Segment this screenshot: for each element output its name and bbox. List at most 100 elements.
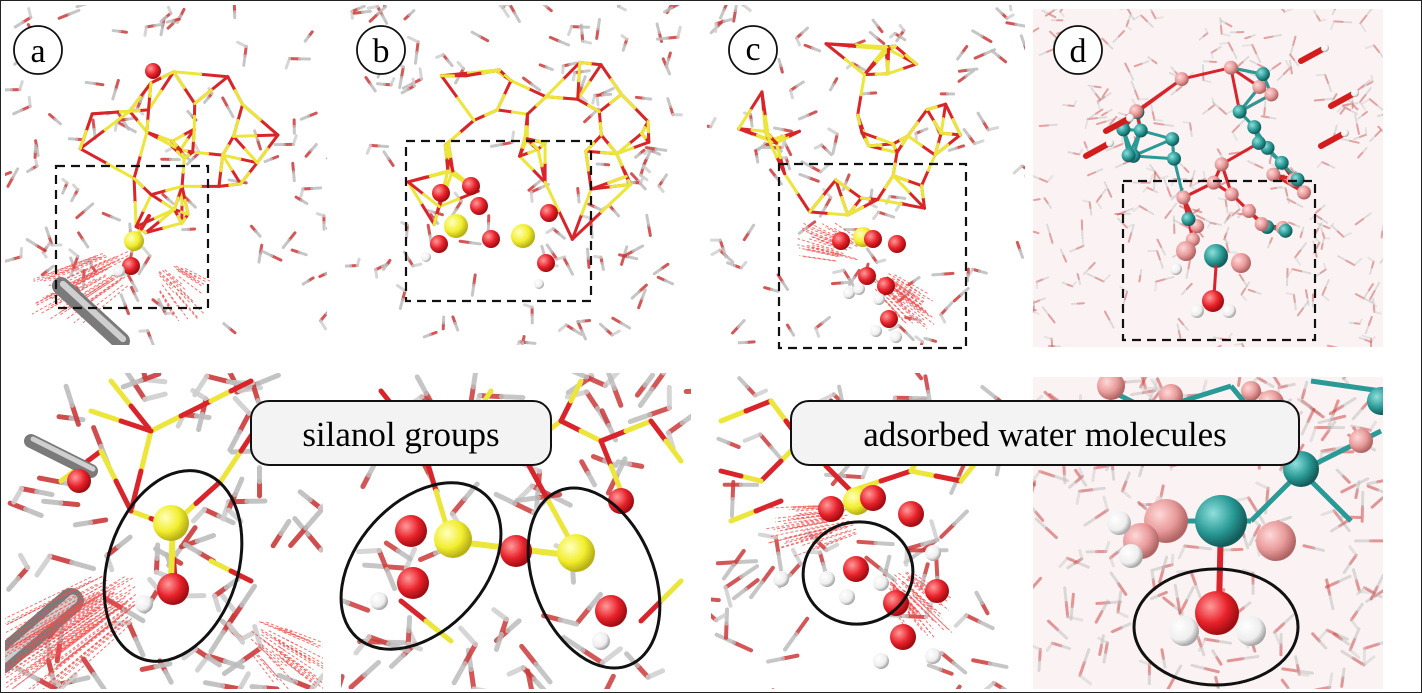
silica-network-zoom-a — [58, 378, 264, 594]
grey-stick — [24, 434, 98, 478]
oxygen-atom — [595, 595, 627, 627]
oxygen-atom — [864, 230, 882, 248]
metal-atom — [1278, 223, 1293, 238]
bridging-atom — [1223, 60, 1238, 75]
silicon-atom — [124, 231, 144, 251]
silicon-atom — [444, 214, 468, 238]
hydrogen-atom — [1169, 616, 1199, 646]
metal-atom — [1290, 172, 1305, 187]
water-ellipse-d — [1132, 567, 1300, 687]
bridging-atom — [1254, 217, 1269, 232]
hydrogen-atom — [870, 325, 882, 337]
oxygen-atom — [482, 230, 500, 248]
metal-atom — [1195, 495, 1247, 547]
metal-atom — [1367, 387, 1383, 415]
oxygen-atom — [890, 624, 916, 650]
metal-atom — [1232, 104, 1247, 119]
hydrogen-atom — [819, 571, 835, 587]
silica-network-b — [406, 60, 651, 241]
metal-atom — [1247, 120, 1262, 135]
hydrogen-atom — [1119, 544, 1143, 568]
oxygen-atom — [430, 235, 448, 253]
oh-group — [1298, 46, 1326, 64]
silicon-atom — [153, 505, 189, 541]
hydrogen-atom — [534, 279, 544, 289]
oxygen-atom — [67, 469, 91, 493]
metal-atom — [1255, 67, 1270, 82]
bridging-atom — [1349, 429, 1373, 453]
hydrogen-atom — [1341, 129, 1349, 137]
panel-label-a: a — [13, 25, 63, 75]
hydrogen-bond-lines — [250, 621, 323, 689]
hydrogen-atom — [925, 648, 941, 664]
panel-label-b-text: b — [373, 33, 390, 70]
oxygen-atom — [432, 184, 450, 202]
bridging-atom — [1224, 187, 1239, 202]
oxygen-atom — [1202, 290, 1224, 312]
bridging-atom — [1296, 185, 1311, 200]
silanol-ellipse-b2 — [526, 486, 662, 670]
silicon-atom — [511, 224, 535, 248]
zoom-region-box-b — [404, 139, 593, 303]
hydrogen-atom — [873, 293, 885, 305]
zoom-region-box-a — [54, 164, 210, 310]
bridging-atom — [1129, 104, 1144, 119]
hydrogen-atom — [1351, 89, 1359, 97]
bridging-atom — [1231, 253, 1251, 273]
hydrogen-atom — [1106, 139, 1114, 147]
callout-silanol-text: silanol groups — [302, 415, 499, 454]
bridging-atom — [1264, 87, 1279, 102]
hydrogen-atom — [113, 265, 125, 277]
silanol-ellipse-b1 — [339, 481, 503, 651]
panel-label-d: d — [1053, 25, 1103, 75]
panel-c-overview — [707, 5, 1025, 345]
panel-label-c: c — [728, 25, 778, 75]
oxygen-atom — [537, 254, 555, 272]
panel-label-a-text: a — [30, 33, 45, 70]
metal-atom — [1204, 244, 1228, 268]
highlight-ellipses — [102, 469, 1300, 687]
hydrogen-atom — [1222, 304, 1236, 318]
hydrogen-atom — [773, 571, 789, 587]
hydrogen-atom — [592, 632, 610, 650]
oxygen-atom — [145, 63, 161, 79]
hydrogen-atom — [843, 287, 855, 299]
bridging-atom — [1256, 521, 1296, 561]
water-background — [1033, 9, 1383, 347]
silanol-ellipse-a — [102, 469, 244, 663]
silica-network-c — [737, 42, 962, 217]
hydrogen-atom — [890, 331, 902, 343]
metal-atom — [1165, 132, 1180, 147]
oxygen-atom — [888, 235, 906, 253]
oxygen-atom — [608, 488, 634, 514]
water-ellipse-c — [801, 520, 915, 626]
silicon-atom — [557, 534, 595, 572]
bridging-atom — [1176, 190, 1191, 205]
oxygen-atom — [860, 485, 886, 511]
bridging-atom — [1097, 377, 1125, 400]
hydrogen-atom — [853, 283, 865, 295]
hydrogen-atom — [370, 592, 388, 610]
oh-group — [1083, 141, 1111, 159]
hydrogen-atom — [421, 252, 431, 262]
bridging-atom — [1241, 381, 1261, 401]
bridging-atom — [1266, 167, 1281, 182]
callout-water-text: adsorbed water molecules — [863, 415, 1226, 454]
oxygen-atom — [880, 310, 898, 328]
hydrogen-atom — [1107, 511, 1131, 535]
water-background — [5, 5, 327, 345]
oxygen-atom — [470, 197, 488, 215]
metal-oxide-cluster — [1116, 60, 1311, 247]
panel-label-d-text: d — [1070, 33, 1087, 70]
oh-group — [1328, 91, 1356, 109]
metal-atom — [1121, 148, 1136, 163]
oh-group — [1103, 116, 1131, 134]
silicon-atom — [434, 520, 472, 558]
hydrogen-atom — [925, 545, 941, 561]
hydrogen-atom — [1321, 44, 1329, 52]
zoom-region-box-c — [777, 162, 968, 350]
bridging-atom — [1252, 80, 1267, 95]
bridging-atom — [1214, 157, 1229, 172]
